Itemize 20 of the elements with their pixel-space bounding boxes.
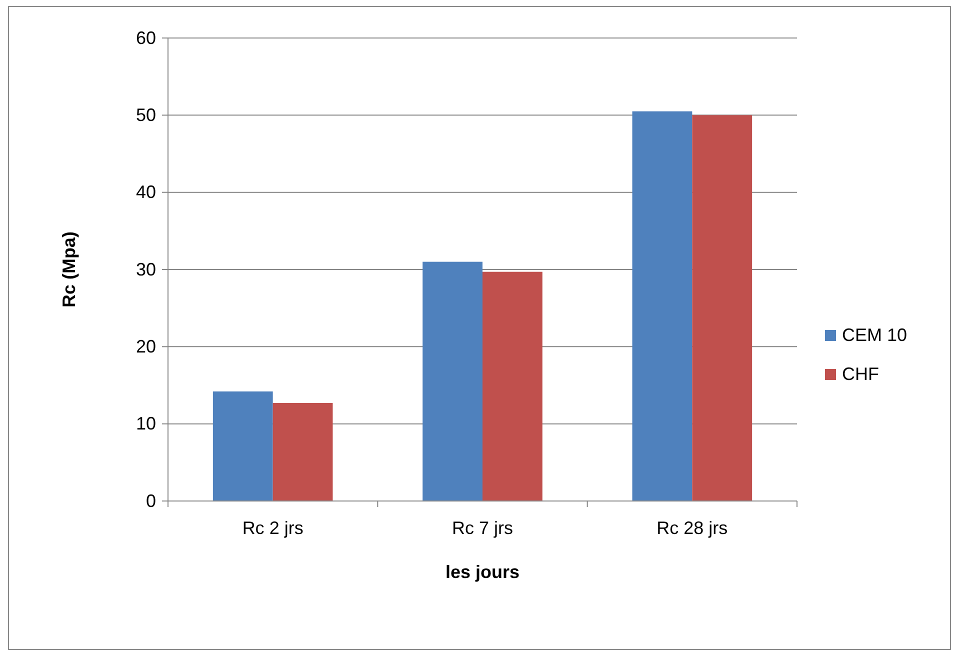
bar — [212, 391, 273, 501]
x-tick-label: Rc 7 jrs — [452, 518, 514, 538]
y-tick-label: 40 — [136, 182, 156, 202]
bar — [692, 115, 752, 501]
y-tick-label: 30 — [136, 259, 156, 280]
bar — [272, 403, 333, 501]
x-tick-label: Rc 28 jrs — [656, 518, 728, 538]
y-tick-label: 10 — [136, 414, 156, 434]
legend-label: CHF — [842, 364, 879, 384]
y-axis-title: Rc (Mpa) — [59, 231, 79, 308]
bar — [422, 262, 482, 501]
x-tick-label: Rc 2 jrs — [242, 518, 304, 538]
bar — [632, 111, 692, 501]
y-tick-label: 20 — [136, 336, 156, 356]
legend-label: CEM 10 — [842, 325, 908, 345]
y-tick-label: 0 — [146, 490, 156, 511]
x-axis-title: les jours — [445, 562, 520, 582]
y-tick-label: 50 — [136, 104, 156, 125]
y-tick-label: 60 — [136, 28, 156, 48]
bar — [482, 272, 542, 501]
